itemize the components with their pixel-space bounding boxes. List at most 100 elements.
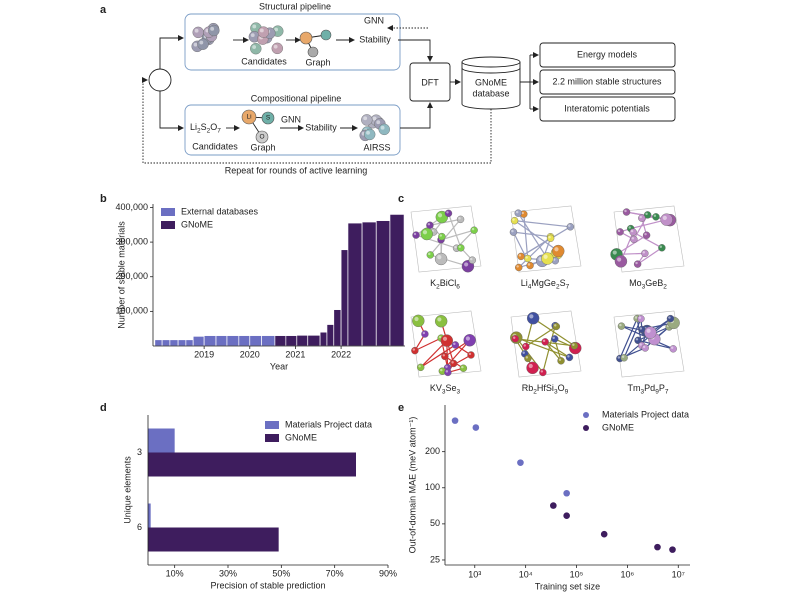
atom-highlight [418, 365, 421, 368]
atom-highlight [639, 343, 642, 346]
bar [185, 339, 194, 347]
graph-node [241, 109, 257, 125]
atom-highlight [471, 227, 475, 231]
formula-part: GeB [645, 278, 663, 288]
formula-part: Se [446, 383, 457, 393]
unit-cell [410, 205, 482, 273]
atom [642, 231, 651, 239]
bond [420, 340, 448, 368]
atom [644, 326, 657, 339]
atom [526, 312, 540, 325]
gnn-label: GNN [364, 15, 384, 25]
panel-label: b [100, 193, 107, 205]
atom-highlight [252, 45, 257, 49]
formula-part: Li [190, 122, 197, 132]
atom-highlight [451, 361, 454, 364]
bar [148, 503, 151, 528]
formula-part: Pd [644, 383, 655, 393]
atom [622, 208, 631, 216]
point [654, 543, 661, 551]
bar [192, 335, 205, 347]
database-top [461, 56, 521, 68]
formula: Li2S2O7 [190, 122, 221, 134]
atom [470, 226, 478, 234]
bracket [520, 55, 531, 109]
atom [420, 227, 433, 241]
atom-highlight [644, 232, 647, 236]
atom [620, 354, 628, 362]
node-label: O [259, 134, 264, 141]
atom-highlight [634, 316, 638, 319]
unit-cell [410, 310, 482, 378]
formula-part: O [210, 122, 217, 132]
atom [551, 335, 559, 343]
atom [426, 251, 435, 259]
atom [463, 334, 476, 347]
atom-highlight [458, 217, 461, 220]
atom-highlight [543, 254, 548, 259]
atom-highlight [554, 247, 559, 252]
atom-highlight [552, 336, 555, 340]
x-tick-label: 2020 [240, 349, 260, 359]
graph-node [255, 130, 269, 144]
bar [375, 220, 391, 347]
bar [319, 331, 328, 347]
graph-node [307, 46, 319, 58]
bond [637, 247, 663, 265]
atom-highlight [642, 345, 646, 349]
formula-part: Tm [628, 383, 641, 393]
graph-node [299, 31, 313, 45]
bar [148, 428, 175, 453]
subscript: 9 [565, 388, 569, 395]
panel-label: d [100, 402, 107, 414]
atom-highlight [210, 26, 215, 31]
atom-highlight [465, 336, 471, 341]
arrow [400, 102, 433, 129]
output-box [539, 42, 676, 68]
atom-highlight [617, 229, 621, 233]
atom-highlight [617, 257, 622, 262]
gnn-label: GNN [281, 114, 301, 124]
atom [565, 353, 574, 362]
atom-highlight [552, 258, 556, 261]
unit-cell [510, 310, 582, 378]
step-label: Stability [305, 122, 337, 132]
atom [411, 346, 419, 355]
x-tick-label: 70% [326, 568, 344, 578]
atom-highlight [662, 215, 667, 220]
bond [544, 341, 570, 358]
formula-part: S [201, 122, 207, 132]
point [550, 502, 557, 509]
database-ring [461, 67, 521, 74]
legend-swatch [161, 208, 175, 216]
legend-label: Materials Project data [285, 419, 372, 429]
atom-highlight [558, 358, 562, 361]
formula-part: KV [430, 383, 442, 393]
step-label: Stability [359, 34, 391, 44]
bond [447, 213, 462, 249]
atom-highlight [422, 331, 426, 335]
dft-label: DFT [421, 77, 439, 87]
atom [552, 244, 565, 258]
formula-part: BiCl [440, 278, 457, 288]
pipeline-title: Compositional pipeline [251, 93, 342, 103]
y-tick-label: 100 [425, 482, 440, 492]
atom [633, 260, 642, 268]
atom-highlight [525, 256, 528, 259]
atom-highlight [464, 262, 469, 267]
atom-highlight [628, 226, 631, 229]
x-axis-label: Year [270, 361, 288, 371]
x-tick-label: 2022 [331, 349, 351, 359]
atom-highlight [516, 265, 519, 268]
y-tick-label: 300,000 [115, 236, 148, 246]
atom-highlight [273, 44, 278, 49]
x-tick-label: 30% [219, 568, 237, 578]
subscript: 2 [197, 127, 201, 134]
subscript: 7 [665, 388, 669, 395]
atom [638, 214, 646, 222]
atom-highlight [274, 27, 279, 32]
atom [363, 128, 376, 141]
y-tick-label: 100,000 [115, 306, 148, 316]
atom [641, 249, 649, 258]
formula-part: P [659, 383, 665, 393]
